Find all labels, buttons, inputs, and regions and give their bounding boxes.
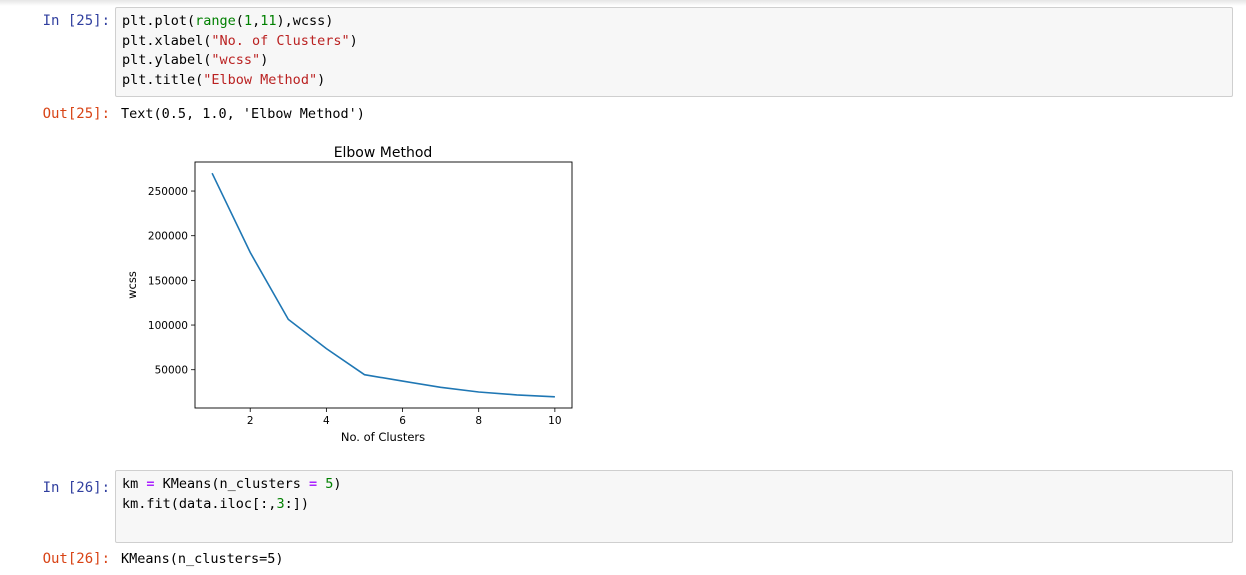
cell-25-in-prompt: In [25]: xyxy=(42,13,110,29)
code-token: 5 xyxy=(325,476,334,492)
code-token: 11 xyxy=(260,13,277,29)
y-tick-label: 150000 xyxy=(148,275,188,287)
cell-26-output-text: KMeans(n_clusters=5) xyxy=(121,551,284,567)
code-token: "Elbow Method" xyxy=(203,71,318,88)
y-tick-label: 100000 xyxy=(148,320,188,332)
code-token: ( xyxy=(235,13,244,29)
code-token: ),wcss) xyxy=(276,13,334,29)
code-line: plt.xlabel("No. of Clusters") xyxy=(122,33,358,49)
elbow-chart: Elbow Method No. of Clusters wcss 2 4 6 8 10… xyxy=(125,145,573,444)
code-token: ) xyxy=(333,476,342,492)
cell-25-code[interactable]: plt.plot(range(1,11),wcss) plt.xlabel("N… xyxy=(116,8,1232,94)
y-tick-label: 50000 xyxy=(155,365,188,377)
chart-x-axis-label: No. of Clusters xyxy=(341,430,425,444)
wcss-series-line xyxy=(211,172,555,398)
code-token: km.fit(data.iloc[:, xyxy=(122,495,277,512)
code-line: km.fit(data.iloc[:,3:]) xyxy=(122,496,309,512)
code-line: plt.plot(range(1,11),wcss) xyxy=(122,13,333,29)
code-token: 3 xyxy=(276,495,285,512)
cell-26-code-input[interactable]: km = KMeans(n_clusters = 5) km.fit(data.… xyxy=(115,470,1233,543)
code-token: ) xyxy=(260,52,269,68)
x-tick-label: 2 xyxy=(247,415,254,427)
cell-25-out-prompt: Out[25]: xyxy=(42,106,110,122)
y-tick-label: 250000 xyxy=(148,186,188,198)
code-token: plt.title( xyxy=(122,71,204,88)
code-token: plt.xlabel( xyxy=(122,32,212,49)
cell-26-code[interactable]: km = KMeans(n_clusters = 5) km.fit(data.… xyxy=(116,471,1232,518)
code-token: , xyxy=(252,13,261,29)
code-token: "wcss" xyxy=(211,52,261,68)
cell-26-in-prompt: In [26]: xyxy=(42,480,110,496)
code-token: "No. of Clusters" xyxy=(211,32,350,49)
code-token: KMeans(n_clusters xyxy=(154,476,309,492)
code-line: plt.ylabel("wcss") xyxy=(122,52,268,68)
code-token: km xyxy=(122,476,147,492)
code-token: range xyxy=(195,13,236,29)
notebook-top-border xyxy=(0,0,1246,6)
x-tick-label: 6 xyxy=(399,415,406,427)
cell-25-output-text: Text(0.5, 1.0, 'Elbow Method') xyxy=(121,106,365,122)
x-tick-label: 8 xyxy=(475,415,482,427)
plot-area-frame xyxy=(194,161,573,409)
y-tick-label: 200000 xyxy=(148,231,188,243)
chart-y-axis-label: wcss xyxy=(125,271,139,299)
code-token: 1 xyxy=(243,13,253,29)
cell-25-code-input[interactable]: plt.plot(range(1,11),wcss) plt.xlabel("N… xyxy=(115,7,1233,97)
code-token: plt.plot( xyxy=(122,13,196,29)
x-tick-label: 10 xyxy=(548,415,561,427)
code-token: = xyxy=(308,476,318,492)
chart-title: Elbow Method xyxy=(334,145,433,161)
code-token: = xyxy=(146,476,155,492)
code-token: ) xyxy=(317,71,326,88)
cell-26-out-prompt: Out[26]: xyxy=(42,551,110,567)
code-line: plt.title("Elbow Method") xyxy=(122,72,325,88)
x-tick-label: 4 xyxy=(323,415,330,427)
code-token: :]) xyxy=(284,495,309,512)
code-token: ) xyxy=(349,32,358,49)
code-line: km = KMeans(n_clusters = 5) xyxy=(122,476,342,492)
code-token: plt.ylabel( xyxy=(122,52,212,68)
